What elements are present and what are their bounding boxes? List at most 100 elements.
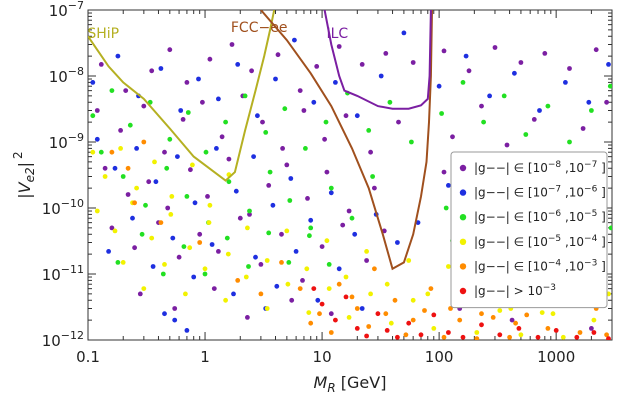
data-point-red bbox=[354, 326, 360, 331]
data-point-yellow bbox=[134, 185, 140, 191]
data-point-yellow bbox=[206, 220, 212, 226]
data-point-purple bbox=[324, 169, 330, 175]
data-point-orange bbox=[372, 266, 377, 272]
data-point-yellow bbox=[264, 306, 270, 311]
data-point-blue bbox=[606, 62, 611, 67]
legend-marker bbox=[459, 214, 467, 221]
data-point-green bbox=[545, 103, 551, 109]
data-point-purple bbox=[328, 311, 334, 317]
data-point-red bbox=[553, 328, 559, 333]
data-point-green bbox=[567, 139, 572, 145]
data-point-yellow bbox=[388, 320, 394, 326]
data-point-blue bbox=[112, 165, 118, 171]
data-point-red bbox=[574, 334, 580, 340]
data-point-blue bbox=[231, 291, 236, 297]
data-point-blue bbox=[359, 306, 365, 311]
fcc-ee-label: FCC−ee bbox=[231, 20, 288, 36]
curve-labels: SHiP FCC−ee ILC bbox=[87, 20, 348, 42]
data-point-blue bbox=[273, 76, 278, 82]
data-point-purple bbox=[207, 56, 213, 62]
data-point-purple bbox=[141, 103, 147, 109]
data-point-orange bbox=[524, 312, 530, 318]
data-point-yellow bbox=[162, 262, 167, 267]
data-point-purple bbox=[200, 99, 205, 105]
data-point-purple bbox=[184, 80, 190, 85]
data-point-purple bbox=[197, 231, 203, 237]
data-point-purple bbox=[125, 192, 131, 197]
data-point-blue bbox=[537, 108, 542, 113]
data-point-blue bbox=[436, 83, 442, 89]
data-point-purple bbox=[300, 278, 305, 283]
data-point-blue bbox=[106, 249, 111, 254]
data-point-green bbox=[90, 113, 96, 119]
data-point-yellow bbox=[518, 332, 524, 338]
data-point-yellow bbox=[94, 208, 100, 214]
legend: |g−−| ∈ [10−8 ,10−7 ] |g−−| ∈ [10−7 ,10−6… bbox=[450, 151, 608, 309]
data-point-purple bbox=[441, 169, 447, 175]
data-point-blue bbox=[158, 66, 164, 71]
y-tick-label: 10−11 bbox=[42, 263, 84, 284]
data-point-orange bbox=[141, 139, 147, 145]
data-point-yellow bbox=[202, 266, 208, 272]
data-point-green bbox=[349, 215, 355, 221]
data-point-yellow bbox=[346, 315, 352, 320]
data-point-blue bbox=[253, 254, 258, 260]
data-point-orange bbox=[354, 306, 360, 311]
data-point-purple bbox=[172, 306, 178, 311]
data-point-blue bbox=[336, 266, 342, 272]
data-point-green bbox=[139, 231, 145, 237]
data-point-blue bbox=[170, 235, 176, 241]
data-point-yellow bbox=[264, 258, 270, 263]
data-point-blue bbox=[94, 136, 100, 142]
ship-label: SHiP bbox=[87, 26, 119, 42]
data-point-purple bbox=[364, 258, 369, 263]
data-point-green bbox=[443, 205, 449, 211]
data-point-green bbox=[167, 136, 173, 142]
data-point-green bbox=[326, 262, 332, 267]
data-point-orange bbox=[132, 200, 138, 206]
data-point-purple bbox=[205, 194, 210, 199]
data-point-orange bbox=[507, 334, 512, 340]
data-point-purple bbox=[98, 62, 104, 67]
data-point-blue bbox=[251, 154, 256, 160]
data-point-green bbox=[115, 260, 121, 265]
legend-label: |g−−| ∈ [10−6 ,10−5 ] bbox=[474, 209, 606, 224]
data-point-orange bbox=[258, 291, 264, 297]
data-point-red bbox=[591, 330, 597, 335]
data-point-yellow bbox=[343, 274, 349, 280]
data-point-purple bbox=[343, 113, 349, 119]
data-point-green bbox=[307, 233, 312, 239]
data-point-yellow bbox=[120, 260, 126, 265]
data-point-blue bbox=[315, 297, 321, 303]
data-point-purple bbox=[589, 326, 594, 331]
data-point-purple bbox=[319, 244, 325, 250]
data-point-yellow bbox=[284, 228, 290, 234]
data-point-blue bbox=[175, 154, 180, 160]
data-point-green bbox=[266, 230, 272, 236]
data-point-orange bbox=[197, 240, 203, 245]
data-point-purple bbox=[340, 222, 346, 228]
data-point-yellow bbox=[406, 258, 412, 263]
data-point-blue bbox=[270, 202, 276, 208]
data-point-purple bbox=[102, 165, 108, 171]
data-point-yellow bbox=[102, 174, 108, 179]
data-point-blue bbox=[401, 30, 407, 36]
data-point-purple bbox=[132, 245, 138, 251]
data-point-orange bbox=[474, 336, 480, 340]
data-point-green bbox=[263, 130, 269, 135]
x-tick-label: 100 bbox=[425, 348, 454, 366]
data-point-yellow bbox=[560, 334, 566, 340]
data-point-blue bbox=[130, 215, 135, 221]
data-point-yellow bbox=[431, 326, 437, 331]
data-point-green bbox=[164, 165, 170, 171]
legend-label: |g−−| ∈ [10−7 ,10−6 ] bbox=[474, 185, 606, 200]
data-point-orange bbox=[422, 308, 427, 313]
data-point-purple bbox=[580, 126, 586, 131]
data-point-purple bbox=[531, 117, 537, 122]
data-point-purple bbox=[479, 103, 484, 109]
data-point-green bbox=[439, 111, 444, 116]
data-point-yellow bbox=[326, 286, 332, 291]
data-point-yellow bbox=[190, 162, 195, 168]
axis-titles: MR [GeV] |Ve2|2 bbox=[11, 151, 386, 395]
